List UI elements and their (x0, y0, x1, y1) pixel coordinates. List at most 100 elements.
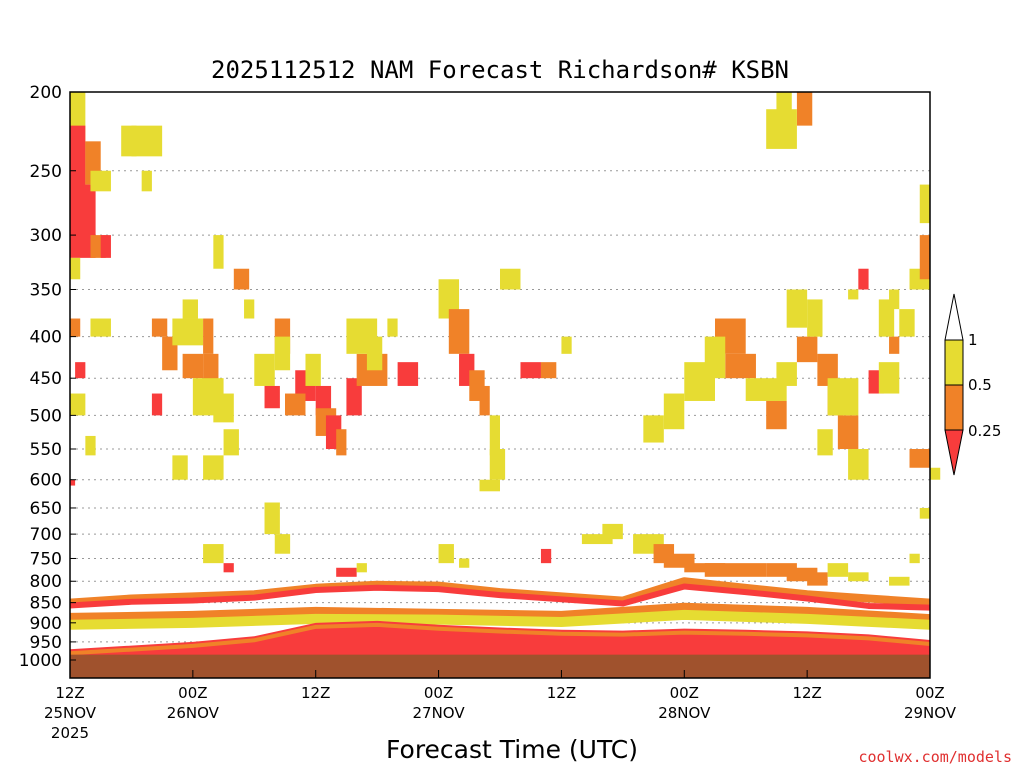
data-cell (704, 563, 767, 577)
x-tick-label: 00Z (178, 684, 207, 702)
x-tick-label: 12Z (301, 684, 330, 702)
data-cell (203, 353, 219, 386)
data-cell (131, 125, 163, 157)
data-cell (725, 353, 756, 379)
data-cell (233, 268, 250, 290)
data-cell (336, 429, 347, 456)
data-cell (264, 385, 280, 409)
data-cell (70, 393, 86, 416)
data-cell (663, 393, 685, 430)
data-cell (356, 563, 367, 573)
x-tick-label: 00Z (424, 684, 453, 702)
x-tick-year: 2025 (51, 724, 89, 742)
x-tick-date: 29NOV (904, 704, 957, 722)
y-tick-label: 1000 (19, 651, 62, 671)
data-cell (796, 92, 813, 126)
data-cell (141, 170, 152, 192)
data-cell (602, 523, 623, 540)
surface-fill (70, 654, 930, 678)
data-cell (919, 184, 930, 224)
data-cell (254, 353, 275, 386)
data-cell (70, 318, 81, 337)
data-cell (878, 362, 900, 394)
data-cell (827, 378, 859, 416)
data-cell (172, 455, 188, 480)
data-cell (540, 548, 552, 564)
data-cell (85, 435, 96, 456)
data-cell (807, 572, 828, 586)
data-cell (172, 318, 204, 346)
data-cell (520, 362, 541, 379)
data-cell (479, 385, 490, 416)
data-cell (766, 109, 797, 149)
y-tick-label: 800 (30, 572, 62, 592)
data-cell (223, 429, 239, 456)
x-tick-label: 12Z (55, 684, 84, 702)
data-cell (346, 378, 362, 416)
legend-label: 0.25 (968, 422, 1001, 440)
data-cell (70, 479, 76, 486)
data-cell (264, 502, 280, 535)
low-level-band (69, 602, 931, 623)
y-tick-label: 300 (30, 226, 62, 246)
y-tick-label: 600 (30, 471, 62, 491)
legend-swatch-05-1 (944, 339, 964, 386)
x-axis-ticks: 12Z 25NOV 2025 00Z 26NOV 12Z 00Z 27NOV 12Z 00Z 28N… (44, 670, 957, 742)
data-cell (274, 534, 291, 554)
data-cell (889, 336, 900, 354)
surface-layer (70, 654, 930, 678)
y-tick-label: 650 (30, 499, 62, 519)
data-cell (151, 318, 168, 337)
data-cell (776, 362, 797, 386)
legend-label: 0.5 (968, 376, 992, 394)
data-cell (807, 299, 823, 337)
boundary-layer-area (70, 620, 930, 660)
data-cell (848, 449, 869, 480)
y-tick-label: 450 (30, 369, 62, 389)
data-cell (909, 449, 930, 468)
data-cell (909, 553, 920, 564)
y-tick-label: 700 (30, 525, 62, 545)
data-cell (817, 353, 838, 386)
y-axis-ticks: 200 250 300 350 400 450 500 550 600 650 700 750 8008… (19, 83, 76, 671)
data-cell (581, 534, 613, 545)
x-tick-date: 25NOV (44, 704, 97, 722)
y-tick-label: 750 (30, 549, 62, 569)
chart-title: 2025112512 NAM Forecast Richardson# KSBN (211, 56, 789, 84)
data-cell (500, 268, 521, 290)
data-cell (100, 235, 111, 258)
data-cell (305, 353, 321, 386)
data-cell (919, 235, 930, 280)
boundary-layer (69, 620, 931, 660)
data-cell (479, 479, 500, 492)
data-cell (889, 289, 900, 310)
data-cell (848, 289, 859, 300)
data-cell (203, 455, 224, 480)
data-cell (203, 544, 224, 564)
y-tick-label: 550 (30, 440, 62, 460)
boundary-layer-edge (69, 622, 931, 656)
data-cell (919, 507, 930, 519)
legend-swatch-025-05 (944, 384, 964, 431)
low-level-band (69, 609, 931, 630)
data-cells (70, 92, 941, 586)
y-tick-label: 250 (30, 162, 62, 182)
credit-text: coolwx.com/models (858, 748, 1012, 766)
data-cell (899, 309, 915, 337)
plot-frame (69, 91, 931, 679)
data-cell (489, 449, 506, 480)
y-tick-label: 500 (30, 406, 62, 426)
x-tick-label: 12Z (792, 684, 821, 702)
data-cell (889, 576, 910, 586)
data-cell (182, 299, 198, 319)
data-cell (244, 299, 255, 319)
data-cell (90, 170, 111, 192)
data-cell (766, 400, 787, 430)
x-tick-date: 27NOV (413, 704, 466, 722)
legend-label: 1 (968, 331, 978, 349)
data-cell (397, 362, 419, 386)
data-cell (848, 572, 869, 582)
x-axis-label: Forecast Time (UTC) (386, 735, 638, 764)
data-cell (285, 393, 306, 416)
